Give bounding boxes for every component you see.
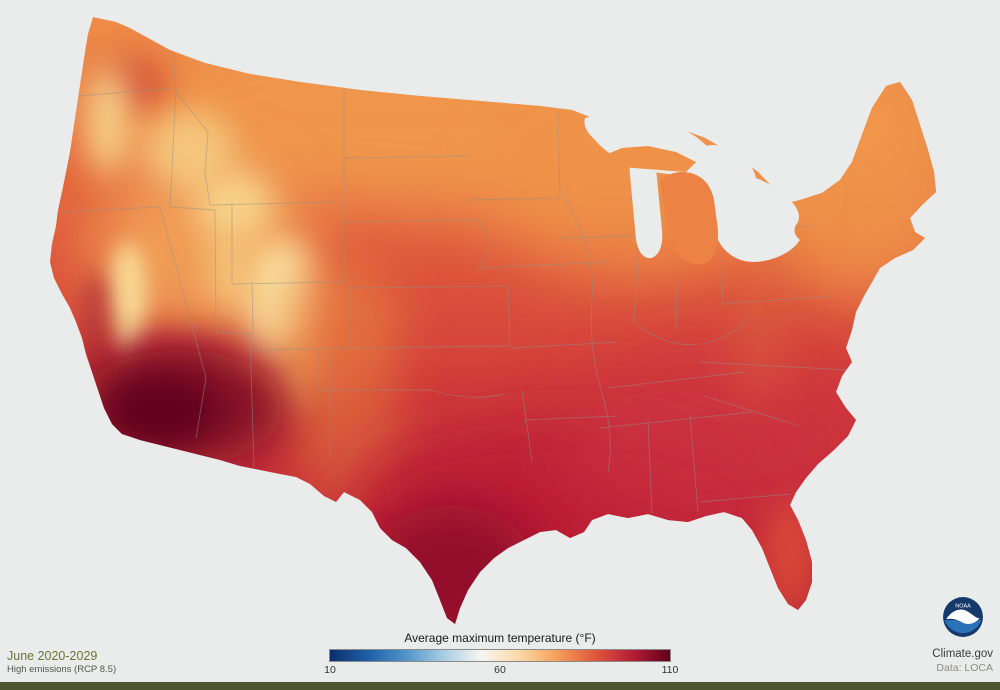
bottom-bar — [0, 682, 1000, 690]
map-period: June 2020-2029 — [7, 648, 98, 663]
noaa-logo-text: NOAA — [955, 604, 971, 610]
noaa-seagull-icon — [946, 609, 980, 624]
attribution-block: Climate.gov Data: LOCA — [932, 647, 993, 676]
michigan-land — [598, 146, 719, 265]
legend-ticks: 10 60 110 — [324, 664, 678, 677]
temperature-legend: Average maximum temperature (°F) 10 60 1… — [324, 631, 678, 677]
map-scenario: High emissions (RCP 8.5) — [7, 664, 117, 676]
legend-tick-min: 10 — [324, 664, 336, 676]
noaa-logo: NOAA — [943, 597, 983, 637]
legend-gradient-bar — [329, 649, 671, 662]
noaa-logo-lower-half — [944, 620, 982, 634]
attribution-text: Climate.gov — [932, 648, 993, 661]
legend-title: Average maximum temperature (°F) — [404, 631, 596, 645]
state-borders — [57, 51, 849, 515]
legend-tick-max: 110 — [661, 664, 679, 676]
map-caption: June 2020-2029 High emissions (RCP 8.5) — [7, 649, 116, 677]
legend-tick-mid: 60 — [494, 664, 506, 676]
data-source-text: Data: LOCA — [936, 662, 993, 675]
